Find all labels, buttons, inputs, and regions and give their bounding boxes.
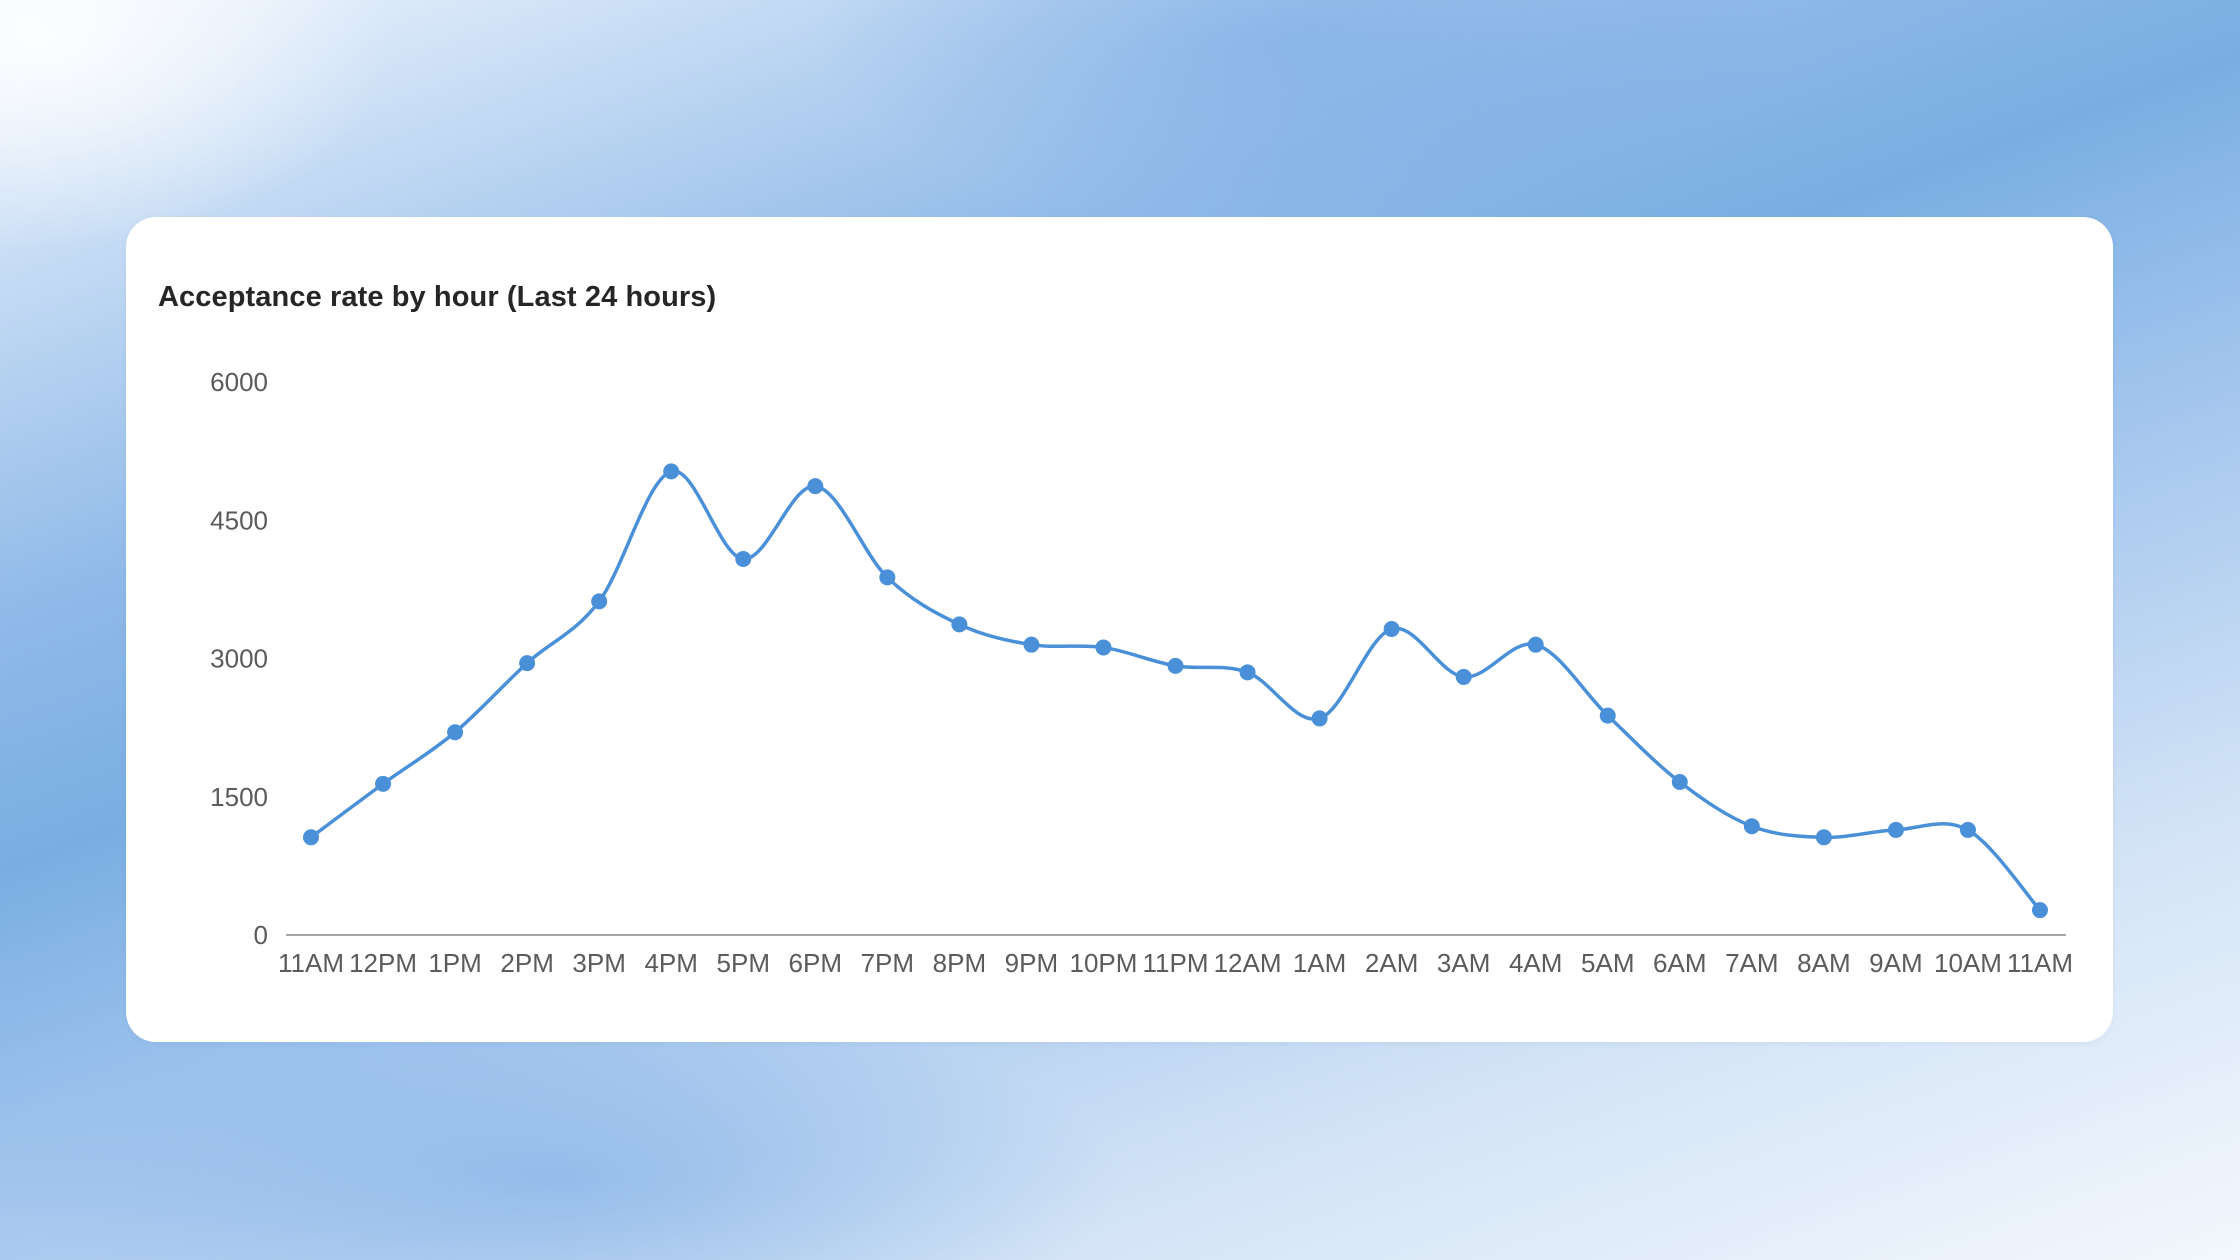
y-tick-label: 3000 bbox=[210, 644, 268, 674]
data-point bbox=[1671, 774, 1688, 791]
data-point bbox=[1455, 668, 1472, 685]
x-tick-label: 7PM bbox=[861, 948, 914, 978]
data-point bbox=[1095, 639, 1112, 656]
x-tick-label: 8PM bbox=[933, 948, 986, 978]
y-tick-label: 0 bbox=[254, 920, 268, 950]
x-tick-label: 5PM bbox=[717, 948, 770, 978]
data-point bbox=[303, 829, 319, 846]
x-tick-label: 10AM bbox=[1934, 948, 2002, 978]
x-tick-label: 2PM bbox=[500, 948, 553, 978]
x-tick-label: 6AM bbox=[1653, 948, 1706, 978]
x-tick-label: 6PM bbox=[789, 948, 842, 978]
data-point bbox=[951, 616, 968, 633]
data-point bbox=[1023, 636, 1040, 653]
y-tick-label: 6000 bbox=[210, 367, 268, 397]
data-point bbox=[1311, 710, 1328, 727]
x-tick-label: 3AM bbox=[1437, 948, 1490, 978]
x-tick-label: 2AM bbox=[1365, 948, 1418, 978]
data-point bbox=[519, 655, 536, 672]
data-point bbox=[1527, 636, 1544, 653]
data-point bbox=[375, 775, 392, 792]
data-point bbox=[879, 569, 896, 586]
x-tick-label: 3PM bbox=[572, 948, 625, 978]
chart-title: Acceptance rate by hour (Last 24 hours) bbox=[158, 281, 717, 313]
data-point bbox=[807, 478, 824, 495]
data-point bbox=[1239, 664, 1256, 681]
data-point bbox=[663, 463, 680, 480]
series-line bbox=[309, 469, 2042, 912]
y-tick-label: 1500 bbox=[210, 782, 268, 812]
chart-card: Acceptance rate by hour (Last 24 hours) … bbox=[126, 217, 2113, 1042]
data-point bbox=[1815, 829, 1832, 846]
data-point bbox=[1383, 621, 1400, 638]
x-tick-label: 7AM bbox=[1725, 948, 1778, 978]
x-tick-label: 11PM bbox=[1143, 948, 1209, 978]
data-point bbox=[1959, 821, 1976, 838]
x-tick-label: 10PM bbox=[1069, 948, 1137, 978]
x-tick-label: 9AM bbox=[1869, 948, 1922, 978]
data-point bbox=[735, 550, 752, 567]
data-point bbox=[1743, 818, 1760, 835]
x-tick-label: 12PM bbox=[349, 948, 417, 978]
data-point bbox=[1599, 707, 1616, 724]
x-tick-label: 8AM bbox=[1797, 948, 1850, 978]
y-tick-label: 4500 bbox=[210, 505, 268, 535]
data-point bbox=[1167, 657, 1184, 674]
x-tick-label: 1AM bbox=[1293, 948, 1346, 978]
x-tick-label: 11AM bbox=[2007, 948, 2073, 978]
data-point bbox=[447, 724, 464, 741]
x-tick-label: 1PM bbox=[428, 948, 481, 978]
x-tick-label: 4AM bbox=[1509, 948, 1562, 978]
x-tick-label: 12AM bbox=[1214, 948, 1282, 978]
data-point bbox=[2032, 902, 2048, 919]
x-tick-label: 9PM bbox=[1005, 948, 1058, 978]
x-tick-label: 4PM bbox=[644, 948, 697, 978]
data-point bbox=[591, 593, 608, 610]
data-point bbox=[1887, 821, 1904, 838]
x-tick-label: 5AM bbox=[1581, 948, 1634, 978]
x-tick-label: 11AM bbox=[278, 948, 344, 978]
